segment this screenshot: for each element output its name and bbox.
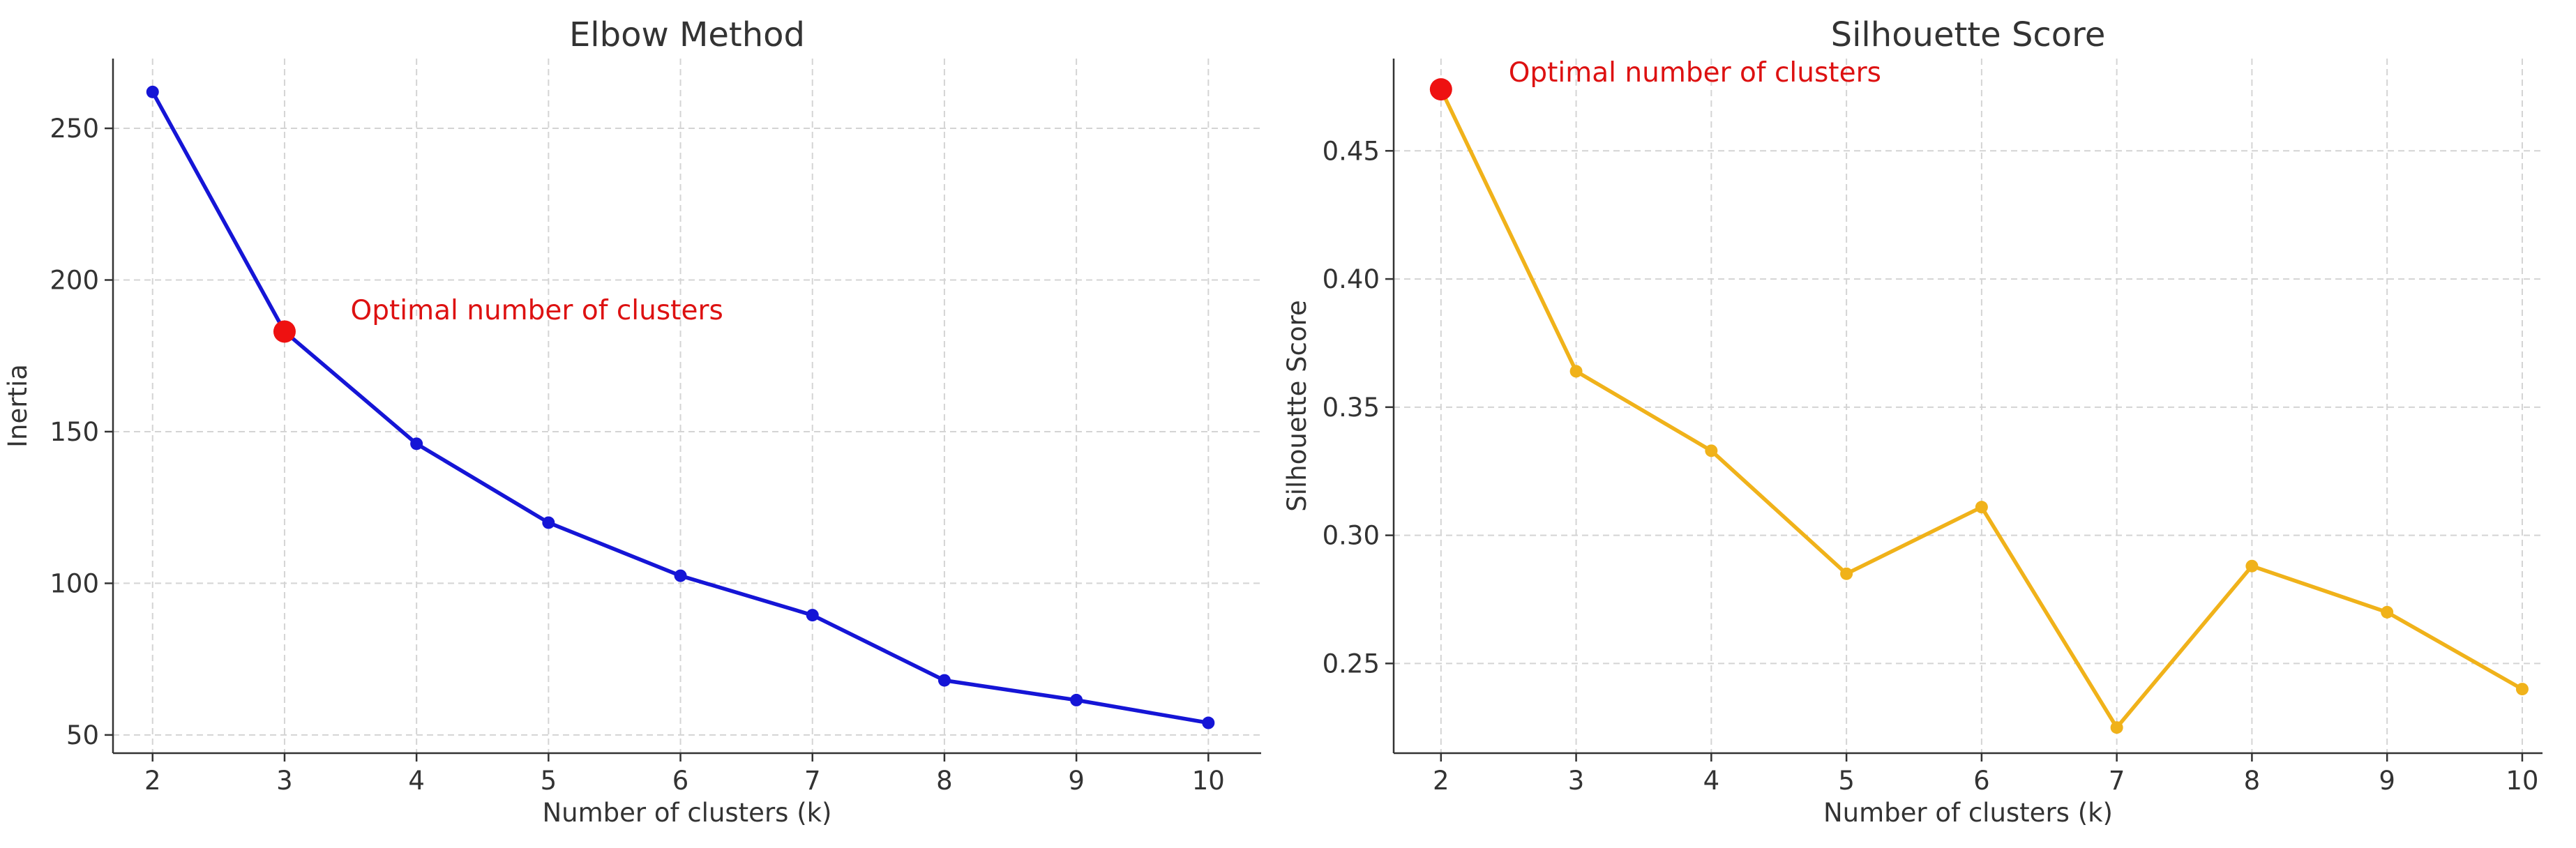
- x-tick-label: 4: [408, 766, 425, 796]
- x-tick-label: 5: [541, 766, 557, 796]
- data-point: [2515, 683, 2529, 696]
- y-tick-label: 0.45: [1323, 136, 1380, 166]
- x-tick-label: 3: [1568, 766, 1585, 796]
- data-point: [146, 85, 159, 98]
- data-point: [1569, 365, 1583, 378]
- y-tick-label: 50: [66, 720, 99, 750]
- data-point: [1070, 693, 1083, 706]
- y-tick-label: 0.35: [1323, 393, 1380, 423]
- data-point: [937, 674, 951, 687]
- y-tick-label: 0.30: [1323, 521, 1380, 551]
- data-point: [1840, 567, 1853, 580]
- x-tick-label: 4: [1703, 766, 1720, 796]
- data-point: [2381, 605, 2394, 619]
- x-tick-label: 6: [1973, 766, 1990, 796]
- data-point: [2110, 721, 2123, 734]
- x-tick-label: 8: [936, 766, 953, 796]
- x-tick-label: 10: [1192, 766, 1225, 796]
- data-point: [806, 609, 819, 622]
- chart-title: Elbow Method: [569, 15, 805, 54]
- x-tick-label: 7: [804, 766, 821, 796]
- y-axis-label: Silhouette Score: [1282, 300, 1312, 512]
- y-tick-label: 250: [50, 114, 99, 144]
- silhouette-score-panel: 2 3 4 5 6 7 8 9 10 0.25 0.30 0.35 0.40 0.45 Silhouette…: [1282, 15, 2543, 828]
- data-point: [1705, 444, 1718, 457]
- x-tick-label: 9: [2379, 766, 2395, 796]
- x-axis-label: Number of clusters (k): [543, 798, 832, 828]
- x-tick-label: 3: [276, 766, 293, 796]
- chart-title: Silhouette Score: [1831, 15, 2106, 54]
- x-tick-label: 2: [144, 766, 161, 796]
- optimal-point-marker: [1429, 78, 1452, 101]
- x-tick-label: 5: [1838, 766, 1855, 796]
- x-tick-label: 8: [2244, 766, 2261, 796]
- data-point: [410, 437, 423, 450]
- y-tick-label: 0.25: [1323, 649, 1380, 679]
- data-point: [1975, 501, 1988, 514]
- y-tick-label: 100: [50, 568, 99, 598]
- x-tick-label: 9: [1068, 766, 1085, 796]
- data-point: [2245, 559, 2259, 573]
- optimal-point-marker: [273, 320, 296, 343]
- elbow-method-panel: 2 3 4 5 6 7 8 9 10 50 100 150 200 250 Elbow Method Numb…: [3, 15, 1261, 828]
- x-tick-label: 7: [2109, 766, 2125, 796]
- x-tick-label: 10: [2506, 766, 2538, 796]
- y-tick-label: 0.40: [1323, 264, 1380, 294]
- optimal-annotation: Optimal number of clusters: [1509, 57, 1881, 89]
- data-point: [674, 569, 687, 582]
- x-tick-label: 2: [1433, 766, 1449, 796]
- y-tick-label: 200: [50, 266, 99, 296]
- x-tick-label: 6: [672, 766, 689, 796]
- optimal-annotation: Optimal number of clusters: [351, 295, 723, 326]
- data-point: [1202, 716, 1215, 729]
- y-axis-label: Inertia: [3, 364, 33, 448]
- x-axis-label: Number of clusters (k): [1823, 798, 2113, 828]
- data-point: [542, 516, 555, 529]
- y-tick-label: 150: [50, 417, 99, 447]
